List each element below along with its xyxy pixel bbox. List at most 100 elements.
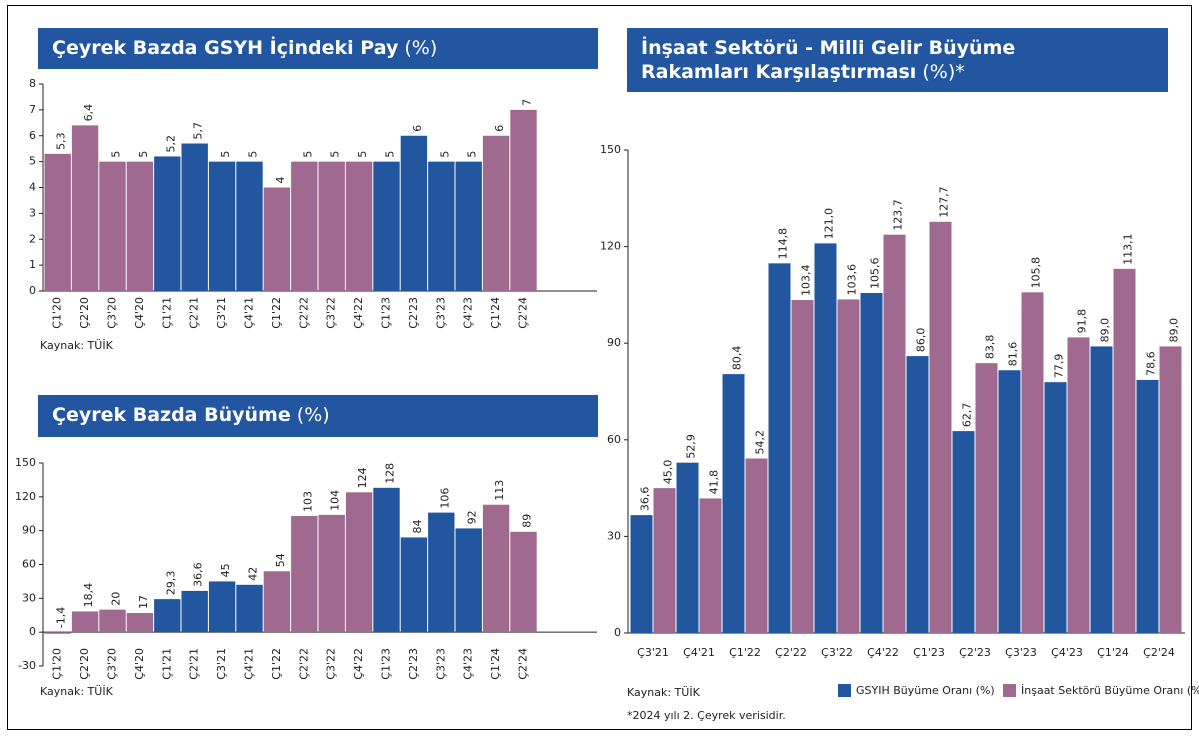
bar (699, 498, 722, 633)
value-label: 20 (110, 592, 123, 606)
x-tick-label: Ç4'23 (462, 297, 475, 329)
x-tick-label: Ç1'23 (913, 646, 945, 659)
y-tick-label: 0 (29, 284, 36, 297)
x-tick-label: Ç1'22 (729, 646, 761, 659)
y-tick-label: 150 (15, 456, 36, 469)
x-tick-label: Ç3'23 (434, 297, 447, 329)
x-tick-label: Ç3'20 (106, 297, 119, 329)
value-label: 5 (137, 151, 150, 158)
x-tick-label: Ç2'20 (78, 297, 91, 329)
frame (7, 5, 1192, 730)
value-label: 5 (384, 151, 397, 158)
x-tick-label: Ç4'20 (133, 648, 146, 680)
value-label: 106 (438, 488, 451, 509)
value-label: 77,9 (1053, 354, 1066, 379)
bar (630, 515, 653, 633)
x-tick-label: Ç1'24 (489, 648, 502, 680)
value-label: 113 (493, 480, 506, 501)
value-label: 41,8 (708, 470, 721, 495)
value-label: 6 (411, 125, 424, 132)
value-label: 105,6 (869, 257, 882, 289)
bar (44, 632, 71, 634)
bar (975, 363, 998, 633)
x-tick-label: Ç2'22 (297, 297, 310, 329)
x-tick-label: Ç1'22 (270, 648, 283, 680)
bar (428, 161, 455, 291)
bar (154, 599, 181, 633)
y-tick-label: 6 (29, 129, 36, 142)
bar (345, 161, 373, 291)
value-label: 5,2 (164, 135, 177, 153)
legend-label: İnşaat Sektörü Büyüme Oranı (%) (1021, 684, 1199, 697)
value-label: 36,6 (639, 487, 652, 512)
x-tick-label: Ç1'23 (380, 648, 393, 680)
value-label: 103 (301, 491, 314, 512)
value-label: 5 (329, 151, 342, 158)
bar (998, 370, 1021, 633)
chart-title: İnşaat Sektörü - Milli Gelir Büyüme Raka… (641, 37, 1016, 83)
value-label: 5 (110, 151, 123, 158)
value-label: 80,4 (731, 346, 744, 371)
value-label: 89,0 (1168, 318, 1181, 343)
bar (263, 187, 291, 291)
bar (263, 571, 291, 633)
note: *2024 yılı 2. Çeyrek verisidir. (627, 709, 786, 722)
bar (510, 531, 537, 633)
bar (373, 487, 400, 633)
value-label: 54,2 (754, 430, 767, 455)
bar (318, 514, 345, 633)
value-label: 42 (247, 567, 260, 581)
bar (455, 528, 482, 633)
bar (676, 462, 699, 633)
x-tick-label: Ç3'22 (325, 297, 338, 329)
x-tick-label: Ç1'20 (51, 297, 64, 329)
y-tick-label: 2 (29, 232, 36, 245)
x-tick-label: Ç3'21 (637, 646, 669, 659)
bar (837, 299, 860, 633)
x-tick-label: Ç1'20 (51, 648, 64, 680)
bar (455, 161, 482, 291)
bar (208, 581, 236, 633)
chart-unit: (%) (296, 404, 330, 426)
x-tick-label: Ç2'24 (517, 648, 530, 680)
x-tick-label: Ç2'23 (407, 648, 420, 680)
x-tick-label: Ç4'21 (243, 648, 256, 680)
x-tick-label: Ç2'20 (78, 648, 91, 680)
y-tick-label: 1 (29, 258, 36, 271)
bar (510, 109, 537, 291)
x-tick-label: Ç2'21 (188, 648, 201, 680)
value-label: 5 (219, 151, 232, 158)
value-label: 18,4 (82, 583, 95, 608)
y-tick-label: 30 (22, 591, 36, 604)
bar (1090, 346, 1113, 633)
x-tick-label: Ç2'22 (297, 648, 310, 680)
bar (126, 161, 154, 291)
value-label: 84 (411, 519, 424, 533)
x-tick-label: Ç4'21 (683, 646, 715, 659)
x-tick-label: Ç4'22 (352, 648, 365, 680)
bar (929, 221, 952, 633)
bar (482, 504, 510, 633)
value-label: -1,4 (55, 607, 68, 628)
bar (745, 458, 768, 633)
bar (126, 612, 154, 633)
y-tick-label: 0 (29, 625, 36, 638)
chart-unit: (%)* (922, 61, 965, 83)
source: Kaynak: TÜİK (40, 339, 114, 352)
chart-title: Çeyrek Bazda GSYH İçindeki Pay (52, 37, 399, 59)
bar (44, 153, 71, 291)
bar (1067, 337, 1090, 633)
bar (1136, 379, 1159, 633)
y-tick-label: 30 (607, 529, 621, 542)
y-tick-label: 120 (15, 490, 36, 503)
value-label: 5 (247, 151, 260, 158)
bar (428, 512, 455, 633)
y-tick-label: 5 (29, 155, 36, 168)
bar (814, 243, 837, 633)
value-label: 62,7 (961, 403, 974, 428)
bar (71, 125, 99, 292)
value-label: 5 (301, 151, 314, 158)
x-tick-label: Ç3'21 (215, 297, 228, 329)
value-label: 5,3 (55, 132, 68, 150)
